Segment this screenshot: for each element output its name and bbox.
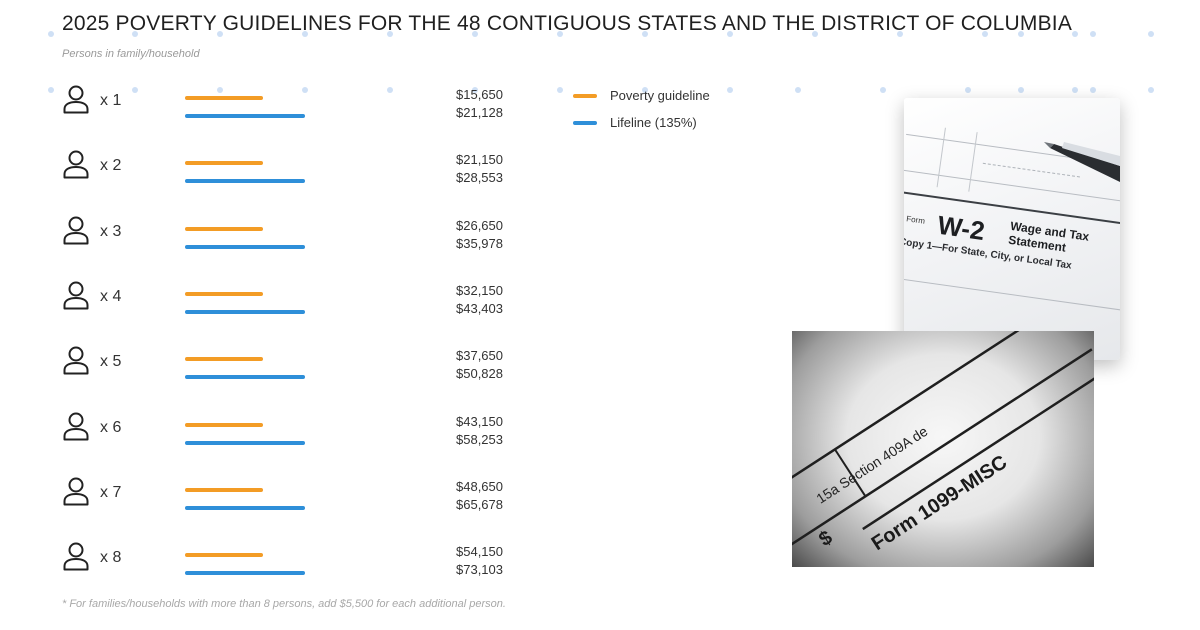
- chart-row: x 7 $48,650 $65,678: [0, 476, 560, 536]
- 1099-form-illustration: 15a Section 409A de $ Form 1099-MISC: [792, 331, 1094, 555]
- chart-subtitle: Persons in family/household: [62, 48, 200, 60]
- w2-form-photo: Form W-2 Wage and Tax Statement Copy 1—F…: [904, 98, 1120, 360]
- lifeline-bar: [185, 505, 305, 510]
- poverty-guideline-value: $43,150: [456, 413, 503, 429]
- decor-dot: [1090, 87, 1096, 93]
- lifeline-bar: [185, 244, 305, 249]
- poverty-guideline-bar: [185, 96, 263, 100]
- decor-dot: [1072, 87, 1078, 93]
- decor-dot: [795, 87, 801, 93]
- w2-form-illustration: Form W-2 Wage and Tax Statement Copy 1—F…: [904, 127, 1120, 313]
- poverty-guideline-bar: [185, 291, 263, 296]
- decor-dot: [1018, 87, 1024, 93]
- poverty-guideline-bar: [185, 422, 263, 427]
- 1099-form-label: Form 1099-MISC: [868, 451, 1011, 555]
- lifeline-value: $58,253: [456, 431, 503, 447]
- decor-dot: [1148, 87, 1154, 93]
- 1099-dollar-sign: $: [815, 527, 836, 552]
- household-size-label: x 6: [100, 418, 122, 436]
- w2-form-word: Form: [906, 214, 926, 226]
- lifeline-value: $50,828: [456, 366, 503, 382]
- lifeline-value: $43,403: [456, 300, 503, 316]
- person-icon: [62, 411, 90, 441]
- decor-dot: [48, 31, 54, 37]
- chart-row: x 4 $32,150 $43,403: [0, 280, 560, 340]
- person-icon: [62, 345, 90, 375]
- decor-dot: [1072, 31, 1078, 37]
- household-size-label: x 7: [100, 483, 122, 501]
- household-size-label: x 1: [100, 92, 122, 109]
- household-size-label: x 8: [100, 549, 122, 567]
- lifeline-bar: [185, 309, 305, 314]
- chart-row: x 1 $15,650 $21,128: [0, 84, 560, 144]
- person-icon: [62, 215, 90, 245]
- lifeline-bar: [185, 440, 305, 445]
- lifeline-value: $21,128: [456, 105, 503, 120]
- poverty-guideline-value: $15,650: [456, 87, 503, 102]
- poverty-guideline-value: $48,650: [456, 478, 503, 494]
- decor-dot: [1148, 31, 1154, 37]
- legend-label-poverty: Poverty guideline: [610, 88, 710, 103]
- poverty-guideline-value: $26,650: [456, 217, 503, 233]
- poverty-guideline-value: $32,150: [456, 282, 503, 298]
- w2-form-number: W-2: [936, 210, 987, 246]
- lifeline-bar: [185, 571, 305, 576]
- pen-icon: [1044, 142, 1120, 182]
- household-size-label: x 4: [100, 287, 122, 305]
- poverty-guideline-value: $37,650: [456, 348, 503, 364]
- footnote: * For families/households with more than…: [62, 598, 506, 610]
- lifeline-value: $65,678: [456, 496, 503, 512]
- lifeline-value: $28,553: [456, 170, 503, 186]
- lifeline-value: $35,978: [456, 235, 503, 251]
- legend-swatch-lifeline: [573, 121, 597, 125]
- poverty-guideline-bar: [185, 357, 263, 362]
- poverty-guideline-value: $21,150: [456, 152, 503, 168]
- chart-row: x 6 $43,150 $58,253: [0, 411, 560, 471]
- chart-row: x 3 $26,650 $35,978: [0, 215, 560, 275]
- person-icon: [62, 84, 90, 114]
- decor-dot: [727, 87, 733, 93]
- poverty-guideline-bar: [185, 553, 263, 558]
- person-icon: [62, 476, 90, 506]
- household-size-label: x 5: [100, 353, 122, 371]
- person-icon: [62, 280, 90, 310]
- chart-row: x 2 $21,150 $28,553: [0, 149, 560, 209]
- poverty-guideline-bar: [185, 161, 263, 166]
- legend-swatch-poverty: [573, 94, 597, 98]
- household-size-label: x 2: [100, 157, 122, 175]
- lifeline-value: $73,103: [456, 562, 503, 578]
- chart-row: x 5 $37,650 $50,828: [0, 345, 560, 405]
- lifeline-bar: [185, 114, 305, 118]
- legend-label-lifeline: Lifeline (135%): [610, 115, 697, 130]
- lifeline-bar: [185, 375, 305, 380]
- poverty-guideline-value: $54,150: [456, 544, 503, 560]
- decor-dot: [965, 87, 971, 93]
- 1099-misc-form-photo: 15a Section 409A de $ Form 1099-MISC: [792, 331, 1094, 567]
- chart-row: x 8 $54,150 $73,103: [0, 541, 560, 601]
- household-size-label: x 3: [100, 222, 122, 240]
- decor-dot: [880, 87, 886, 93]
- person-icon: [62, 541, 90, 571]
- lifeline-bar: [185, 179, 305, 184]
- person-icon: [62, 149, 90, 179]
- poverty-guideline-bar: [185, 226, 263, 231]
- chart-title: 2025 POVERTY GUIDELINES FOR THE 48 CONTI…: [62, 12, 1073, 35]
- decor-dot: [1090, 31, 1096, 37]
- poverty-guideline-bar: [185, 487, 263, 492]
